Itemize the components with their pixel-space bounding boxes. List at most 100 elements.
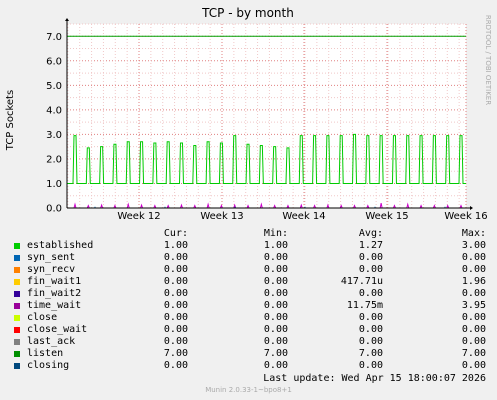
legend-value-cur: 0.00 [163,336,188,347]
legend-value-max: 0.00 [461,264,486,275]
legend-swatch [14,303,20,309]
x-tick-label: Week 12 [117,211,160,222]
y-tick-label: 5.0 [46,81,62,92]
legend-swatch [14,315,20,321]
legend-value-avg: 417.71u [340,276,383,287]
legend-swatch [14,243,20,249]
legend-value-cur: 0.00 [163,264,188,275]
legend-value-cur: 0.00 [163,312,188,323]
legend-header: Cur: Min: Avg: Max: [10,228,490,240]
legend-value-max: 0.00 [461,252,486,263]
legend-row-close: close 0.00 0.00 0.00 0.00 [10,312,490,324]
legend-value-max: 3.95 [461,300,486,311]
legend-value-cur: 0.00 [163,252,188,263]
legend-series-name: close_wait [27,324,88,335]
legend-value-cur: 0.00 [163,300,188,311]
series-established [67,133,466,184]
legend-series-name: time_wait [27,300,82,311]
legend-row-listen: listen 7.00 7.00 7.00 7.00 [10,348,490,360]
legend-swatch [14,351,20,357]
chart-title: TCP - by month [201,6,294,20]
legend-swatch [14,291,20,297]
legend-value-max: 0.00 [461,312,486,323]
legend-value-cur: 7.00 [163,348,188,359]
legend-value-avg: 7.00 [358,348,383,359]
legend-swatch [14,279,20,285]
legend-swatch [14,327,20,333]
legend-row-fin-wait1: fin_wait1 0.00 0.00 417.71u 1.96 [10,276,490,288]
legend-value-min: 0.00 [263,324,288,335]
legend-value-avg: 11.75m [346,300,383,311]
side-label: RRDTOOL / TOBI OETIKER [484,15,492,105]
legend-value-avg: 0.00 [358,312,383,323]
legend-series-name: established [27,240,94,251]
legend-value-max: 3.00 [461,240,486,251]
legend-value-min: 0.00 [263,264,288,275]
y-ticks: 0.0 1.0 2.0 3.0 4.0 5.0 6.0 7.0 [46,32,62,215]
legend-value-min: 1.00 [263,240,288,251]
legend-series-name: fin_wait1 [27,276,82,287]
legend-value-avg: 0.00 [358,336,383,347]
legend-value-min: 0.00 [263,360,288,371]
legend-value-min: 0.00 [263,276,288,287]
tcp-chart: TCP - by month TCP Sockets RRDTOOL / TOB… [5,6,492,222]
legend-value-avg: 0.00 [358,324,383,335]
legend-value-min: 0.00 [263,300,288,311]
legend-value-min: 0.00 [263,312,288,323]
legend-swatch [14,267,20,273]
legend-row-closing: closing 0.00 0.00 0.00 0.00 [10,360,490,372]
legend-value-avg: 0.00 [358,288,383,299]
legend-header-min: Min: [263,228,288,239]
legend-value-cur: 0.00 [163,360,188,371]
legend-header-max: Max: [461,228,486,239]
legend-value-min: 0.00 [263,288,288,299]
y-tick-label: 2.0 [46,154,62,165]
legend-value-cur: 0.00 [163,276,188,287]
x-ticks: Week 12 Week 13 Week 14 Week 15 Week 16 [117,211,487,222]
y-tick-label: 4.0 [46,105,62,116]
x-tick-label: Week 13 [200,211,243,222]
legend-value-max: 0.00 [461,336,486,347]
x-axis-arrow [470,206,473,210]
legend-value-max: 7.00 [461,348,486,359]
legend-series-name: last_ack [27,336,76,347]
legend-series-name: syn_sent [27,252,76,263]
x-tick-label: Week 16 [444,211,487,222]
legend-row-syn-recv: syn_recv 0.00 0.00 0.00 0.00 [10,264,490,276]
x-tick-label: Week 14 [282,211,325,222]
legend-series-name: listen [27,348,64,359]
y-axis-arrow [65,18,69,21]
legend-value-max: 0.00 [461,360,486,371]
legend-value-min: 0.00 [263,336,288,347]
legend-swatch [14,255,20,261]
legend-row-established: established 1.00 1.00 1.27 3.00 [10,240,490,252]
legend-row-close-wait: close_wait 0.00 0.00 0.00 0.00 [10,324,490,336]
y-tick-label: 0.0 [46,204,62,215]
legend-value-min: 7.00 [263,348,288,359]
legend-value-avg: 0.00 [358,360,383,371]
y-axis-label: TCP Sockets [5,90,16,151]
axes [65,18,473,210]
legend-value-avg: 0.00 [358,252,383,263]
munin-version: Munin 2.0.33-1~bpo8+1 [205,386,292,394]
legend-value-max: 0.00 [461,324,486,335]
y-tick-label: 6.0 [46,56,62,67]
legend-series-name: close [27,312,58,323]
y-tick-label: 3.0 [46,130,62,141]
legend-value-avg: 1.27 [358,240,383,251]
legend-value-cur: 1.00 [163,240,188,251]
legend-swatch [14,339,20,345]
legend-value-max: 0.00 [461,288,486,299]
legend-row-fin-wait2: fin_wait2 0.00 0.00 0.00 0.00 [10,288,490,300]
last-update: Last update: Wed Apr 15 18:00:07 2026 [263,373,486,384]
legend-series-name: fin_wait2 [27,288,82,299]
y-tick-label: 7.0 [46,32,62,43]
legend-value-avg: 0.00 [358,264,383,275]
legend-row-time-wait: time_wait 0.00 0.00 11.75m 3.95 [10,300,490,312]
legend-header-cur: Cur: [163,228,188,239]
legend-value-min: 0.00 [263,252,288,263]
legend-value-cur: 0.00 [163,288,188,299]
y-tick-label: 1.0 [46,179,62,190]
legend-header-avg: Avg: [358,228,383,239]
x-tick-label: Week 15 [365,211,408,222]
